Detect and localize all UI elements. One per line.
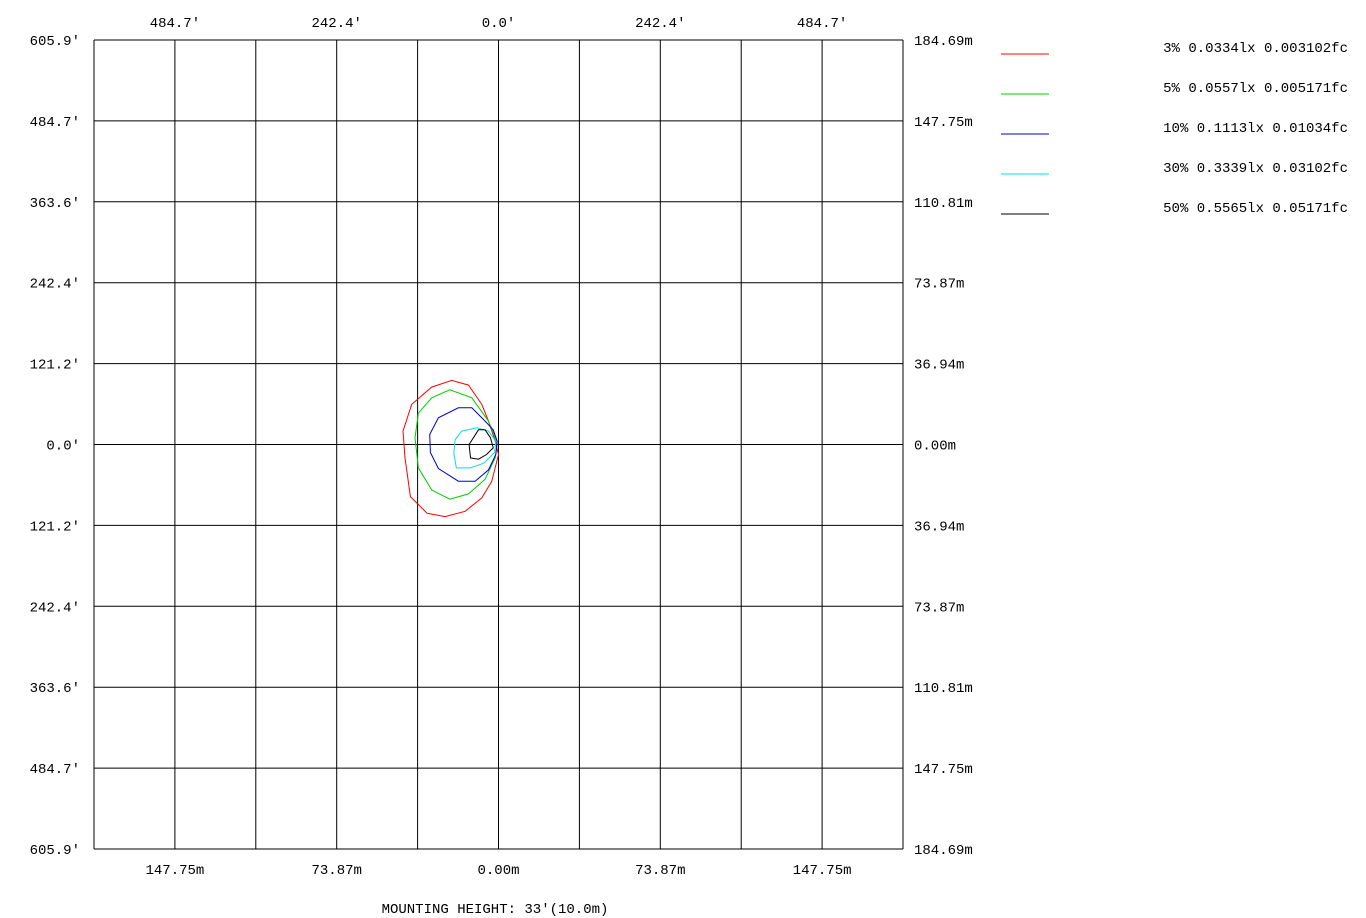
grid	[93, 39, 904, 850]
legend-label: 50% 0.5565lx 0.05171fc	[1163, 201, 1348, 217]
bottom-tick-label: 73.87m	[311, 863, 361, 879]
legend-label: 5% 0.0557lx 0.005171fc	[1163, 81, 1348, 97]
top-tick-label: 242.4'	[311, 16, 361, 32]
contour-line-3	[429, 407, 498, 482]
right-tick-label: 184.69m	[914, 843, 973, 859]
right-tick-label: 147.75m	[914, 115, 973, 131]
right-tick-label: 110.81m	[914, 196, 973, 212]
left-tick-label: 363.6'	[30, 681, 80, 697]
legend-label: 30% 0.3339lx 0.03102fc	[1163, 161, 1348, 177]
right-tick-label: 36.94m	[914, 519, 964, 535]
legend-label: 3% 0.0334lx 0.003102fc	[1163, 41, 1348, 57]
left-tick-label: 121.2'	[30, 358, 80, 374]
left-axis-ticks: 605.9' 484.7' 363.6' 242.4' 121.2' 0.0' 121.2'…	[30, 34, 80, 859]
right-tick-label: 36.94m	[914, 358, 964, 374]
top-axis-ticks: 484.7' 242.4' 0.0' 242.4' 484.7'	[150, 16, 848, 32]
contour-line-4	[453, 427, 497, 469]
left-tick-label: 484.7'	[30, 115, 80, 131]
legend-label: 10% 0.1113lx 0.01034fc	[1163, 121, 1348, 137]
bottom-tick-label: 147.75m	[145, 863, 204, 879]
left-tick-label: 484.7'	[30, 762, 80, 778]
mounting-height-label: MOUNTING HEIGHT: 33'(10.0m)	[382, 902, 609, 918]
bottom-tick-label: 73.87m	[635, 863, 685, 879]
top-tick-label: 484.7'	[797, 16, 847, 32]
top-tick-label: 242.4'	[635, 16, 685, 32]
top-tick-label: 0.0'	[482, 16, 516, 32]
contour-line-1	[402, 379, 500, 518]
left-tick-label: 121.2'	[30, 519, 80, 535]
left-tick-label: 242.4'	[30, 277, 80, 293]
right-tick-label: 73.87m	[914, 277, 964, 293]
bottom-axis-ticks: 147.75m 73.87m 0.00m 73.87m 147.75m	[145, 863, 851, 879]
top-tick-label: 484.7'	[150, 16, 200, 32]
legend: 3% 0.0334lx 0.003102fc 5% 0.0557lx 0.0051…	[1001, 41, 1348, 217]
right-tick-label: 184.69m	[914, 34, 973, 50]
left-tick-label: 0.0'	[46, 439, 80, 455]
left-tick-label: 363.6'	[30, 196, 80, 212]
left-tick-label: 242.4'	[30, 600, 80, 616]
contour-group	[402, 379, 500, 518]
left-tick-label: 605.9'	[30, 843, 80, 859]
right-axis-ticks: 184.69m 147.75m 110.81m 73.87m 36.94m 0.00m 36…	[914, 34, 973, 859]
left-tick-label: 605.9'	[30, 34, 80, 50]
bottom-tick-label: 147.75m	[793, 863, 852, 879]
contour-line-5	[468, 429, 494, 460]
right-tick-label: 0.00m	[914, 439, 956, 455]
bottom-tick-label: 0.00m	[477, 863, 519, 879]
right-tick-label: 110.81m	[914, 681, 973, 697]
right-tick-label: 73.87m	[914, 600, 964, 616]
right-tick-label: 147.75m	[914, 762, 973, 778]
